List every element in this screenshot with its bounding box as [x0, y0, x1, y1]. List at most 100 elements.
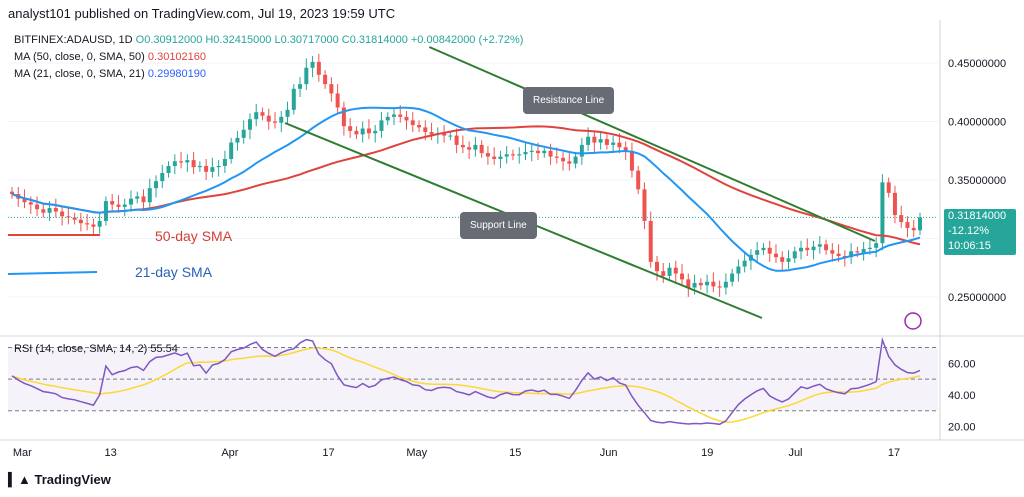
time-tick-label: 15 — [509, 447, 521, 459]
candle-body — [467, 147, 472, 150]
candle-body — [410, 120, 415, 126]
tv-logo-icon: ▍▲ — [8, 472, 35, 487]
candle-body — [817, 244, 822, 247]
candle-body — [204, 165, 209, 172]
ma50-value: 0.30102160 — [147, 51, 207, 63]
candle-body — [617, 142, 622, 148]
candle-body — [41, 209, 46, 213]
candle-body — [742, 260, 747, 267]
rsi-tick-label: 20.00 — [948, 422, 976, 434]
ma21-label[interactable]: MA (21, close, 0, SMA, 21) — [14, 68, 145, 80]
rsi-ma-line — [11, 347, 921, 423]
candle-body — [767, 247, 772, 254]
current-price: 0.31814000 — [948, 210, 1007, 222]
candle-body — [197, 165, 202, 168]
candle-body — [886, 182, 891, 193]
candle-body — [210, 167, 215, 172]
candle-body — [348, 126, 353, 131]
candle-body — [404, 116, 409, 121]
price-tick-label: 0.25000000 — [948, 292, 1006, 304]
candle-body — [391, 114, 396, 117]
rsi-legend[interactable]: RSI (14, close, SMA, 14, 2) 55.54 — [14, 343, 178, 355]
candle-body — [786, 258, 791, 262]
candle-body — [861, 248, 866, 253]
candle-body — [680, 273, 685, 280]
candle-body — [128, 198, 133, 205]
candle-body — [216, 165, 221, 168]
candle-body — [586, 136, 591, 145]
ma50-label[interactable]: MA (50, close, 0, SMA, 50) — [14, 51, 145, 63]
price-tick-label: 0.35000000 — [948, 175, 1006, 187]
candle-body — [310, 61, 315, 68]
candle-body — [285, 109, 290, 117]
candle-body — [341, 107, 346, 127]
candle-body — [849, 251, 854, 258]
candle-body — [867, 247, 872, 249]
candle-body — [554, 156, 559, 158]
candle-body — [880, 182, 885, 244]
candle-body — [179, 161, 184, 163]
candle-body — [523, 151, 528, 155]
candle-body — [755, 250, 760, 255]
ma50-legend: MA (50, close, 0, SMA, 50) 0.30102160 — [14, 51, 206, 63]
candle-body — [329, 84, 334, 94]
candle-body — [97, 220, 102, 227]
candle-body — [805, 247, 810, 251]
candle-body — [166, 165, 171, 173]
time-tick-label: 19 — [701, 447, 713, 459]
candle-body — [842, 256, 847, 258]
candle-body — [692, 282, 697, 288]
candle-body — [66, 216, 71, 218]
candle-body — [229, 142, 234, 159]
time-tick-label: 13 — [104, 447, 116, 459]
support-callout: Support Line — [460, 212, 537, 239]
candle-body — [335, 93, 340, 108]
candle-body — [35, 204, 40, 210]
publish-header: analyst101 published on TradingView.com,… — [8, 6, 396, 21]
resistance-callout: Resistance Line — [523, 87, 615, 114]
candle-body — [10, 191, 14, 195]
time-tick-label: May — [406, 447, 427, 459]
candle-body — [72, 217, 77, 220]
ma21-value: 0.29980190 — [147, 68, 207, 80]
candle-body — [316, 61, 321, 75]
price-change: -12.12% — [948, 225, 989, 237]
candle-body — [235, 137, 240, 143]
candle-body — [667, 267, 672, 276]
candle-body — [824, 244, 829, 251]
candle-body — [241, 129, 246, 138]
candle-body — [385, 116, 390, 121]
candle-body — [736, 266, 741, 274]
candle-body — [454, 135, 459, 145]
candle-body — [836, 253, 841, 256]
candle-body — [911, 227, 916, 231]
candle-body — [460, 144, 465, 148]
candle-body — [510, 154, 515, 156]
candle-body — [373, 130, 378, 134]
candle-body — [254, 112, 259, 120]
candle-body — [529, 150, 534, 152]
candle-body — [298, 84, 303, 89]
candle-body — [78, 219, 83, 224]
candle-body — [185, 160, 190, 163]
candle-body — [799, 247, 804, 252]
time-tick-label: Apr — [221, 447, 238, 459]
current-price-tag: 0.31814000 -12.12% 10:06:15 — [944, 209, 1016, 255]
candle-body — [517, 154, 522, 156]
candle-body — [110, 201, 115, 205]
candle-body — [592, 136, 597, 143]
brand-name: TradingView — [34, 472, 111, 487]
candle-body — [266, 115, 271, 122]
time-tick-label: 17 — [888, 447, 900, 459]
time-tick-label: Mar — [13, 447, 32, 459]
candle-body — [723, 281, 728, 288]
symbol-label[interactable]: BITFINEX:ADAUSD, 1D — [14, 34, 133, 46]
candle-body — [811, 246, 816, 251]
ohlc-values: O0.30912000 H0.32415000 L0.30717000 C0.3… — [135, 34, 524, 46]
candle-body — [304, 67, 309, 85]
candle-body — [761, 247, 766, 251]
candle-body — [135, 196, 140, 199]
tradingview-brand: ▍▲ TradingView — [8, 472, 111, 488]
candle-body — [429, 132, 434, 135]
